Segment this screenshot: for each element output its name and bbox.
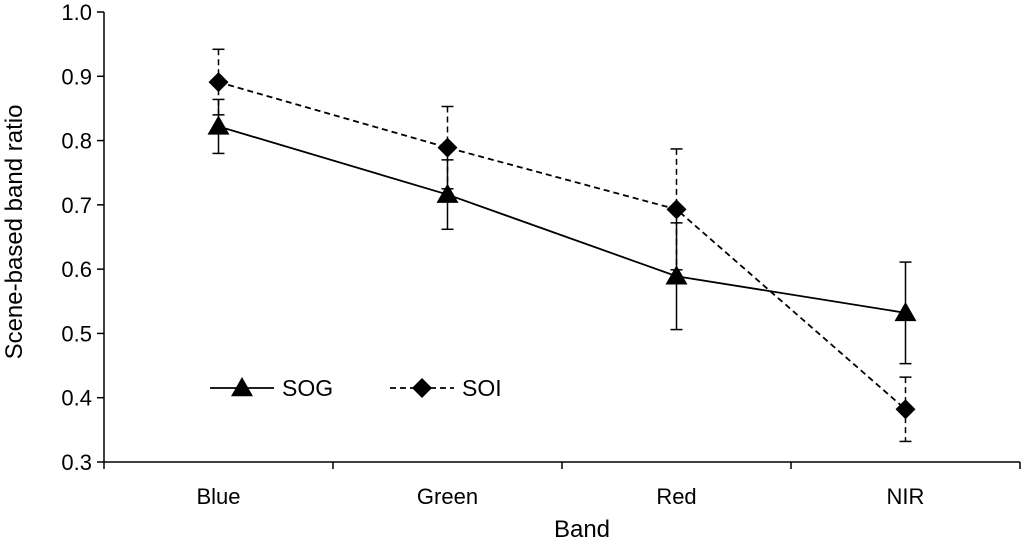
series-line (218, 125, 906, 314)
y-tick-label: 1.0 (61, 0, 92, 25)
legend: SOG SOI (210, 375, 502, 401)
data-point-diamond (208, 72, 229, 93)
legend-item-soi: SOI (390, 375, 502, 401)
x-tick-label: Blue (196, 484, 240, 509)
y-tick-label: 0.8 (61, 129, 92, 154)
y-tick-label: 0.6 (61, 257, 92, 282)
y-axis-ticks: 0.3 0.4 0.5 0.6 0.7 0.8 0.9 1.0 (61, 0, 104, 475)
data-point-diamond (895, 399, 916, 420)
y-axis-title: Scene-based band ratio (1, 105, 28, 360)
data-point-diamond (666, 199, 687, 220)
y-tick-label: 0.5 (61, 321, 92, 346)
x-axis-title: Band (554, 516, 610, 543)
y-tick-label: 0.4 (61, 386, 92, 411)
x-axis-ticks: Blue Green Red NIR (103, 462, 1021, 509)
x-tick-label: Red (656, 484, 696, 509)
series-soi (208, 48, 916, 443)
data-point-diamond (437, 137, 458, 158)
legend-label: SOI (462, 375, 502, 401)
data-point-triangle (436, 183, 459, 203)
data-point-triangle (665, 265, 688, 285)
y-tick-label: 0.3 (61, 450, 92, 475)
x-tick-label: Green (417, 484, 478, 509)
legend-marker-diamond (412, 378, 432, 398)
y-tick-label: 0.7 (61, 193, 92, 218)
legend-marker-triangle (231, 377, 253, 397)
series-line (218, 81, 907, 410)
data-point-triangle (894, 301, 917, 322)
x-tick-label: NIR (887, 484, 925, 509)
series-sog (207, 98, 917, 365)
y-tick-label: 0.9 (61, 64, 92, 89)
data-point-triangle (207, 115, 230, 135)
legend-label: SOG (282, 375, 333, 401)
series-layer (207, 48, 917, 443)
legend-item-sog: SOG (210, 375, 333, 401)
